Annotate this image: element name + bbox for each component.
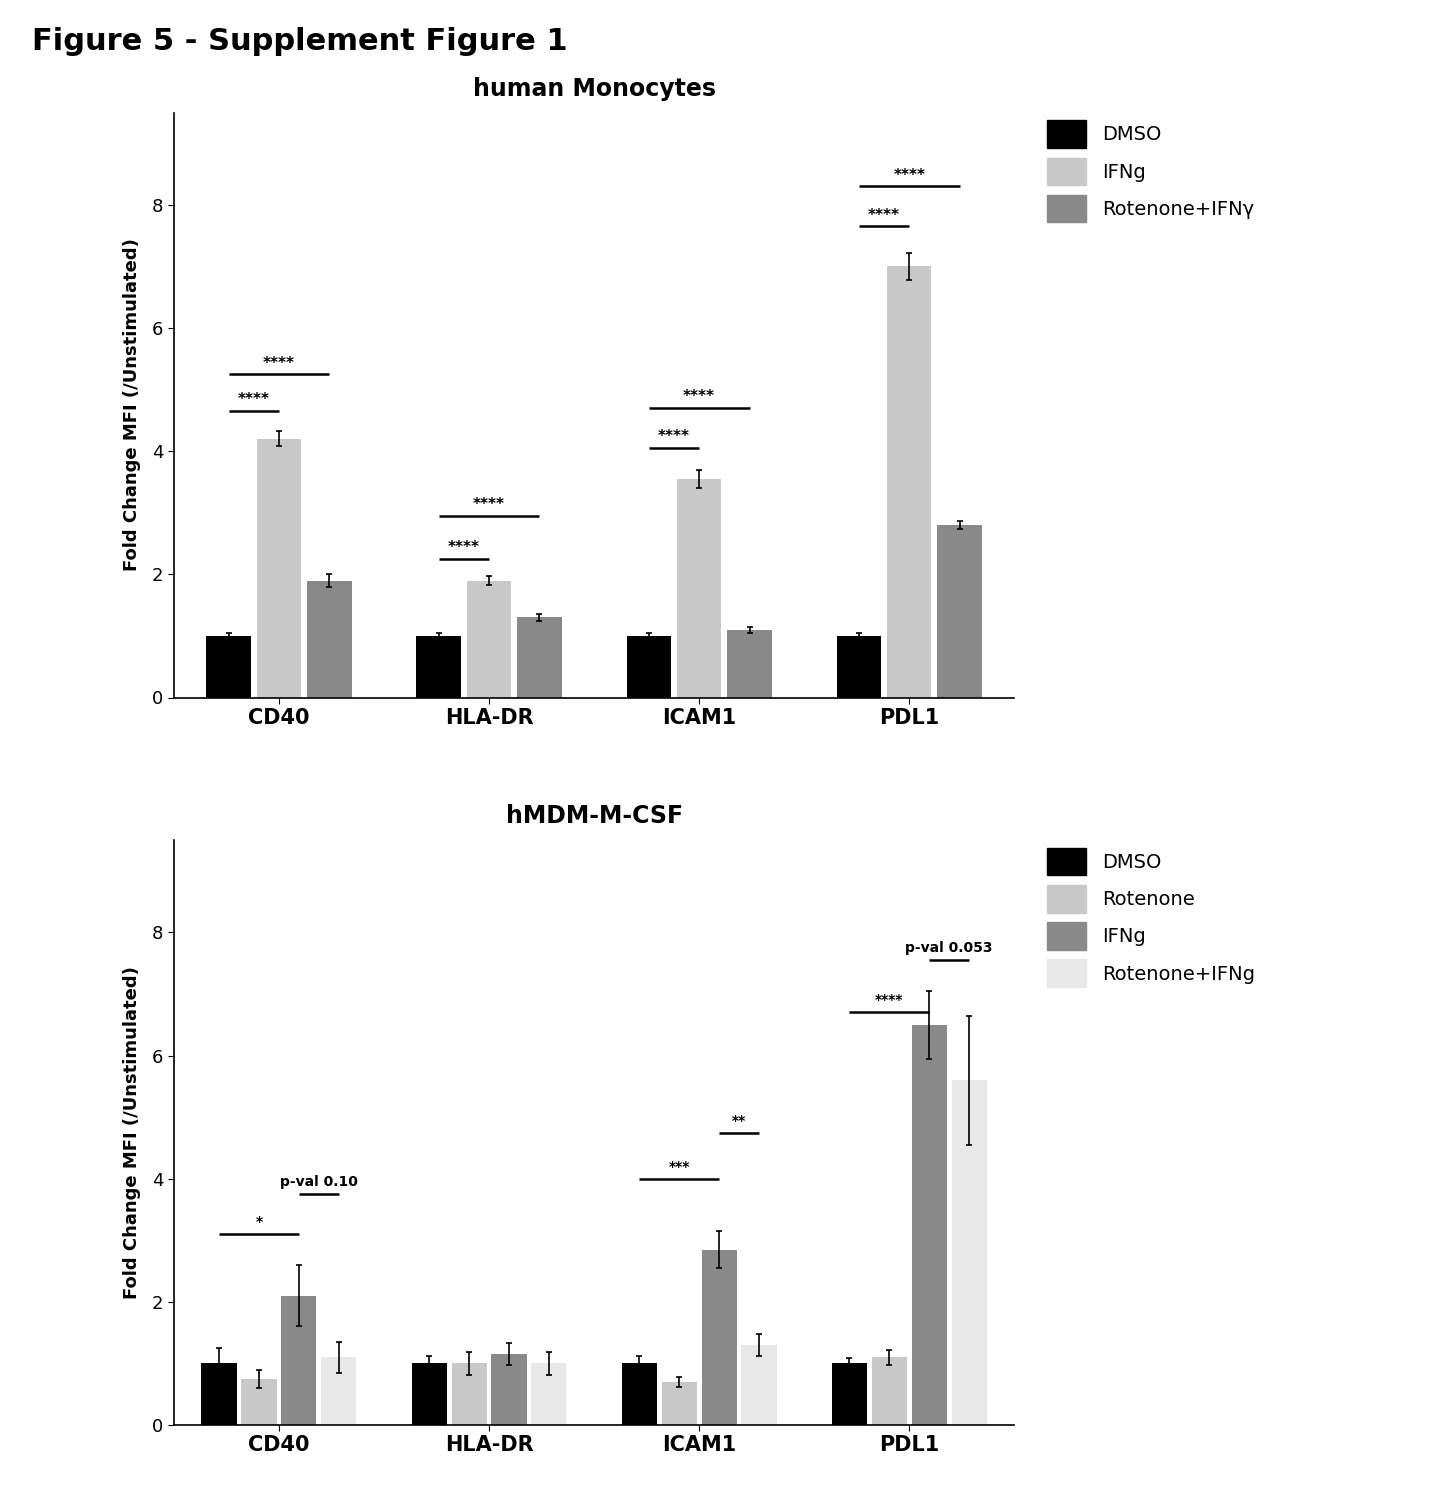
Bar	[532, 1364, 567, 1425]
Title: hMDM-M-CSF: hMDM-M-CSF	[506, 804, 682, 828]
Bar	[662, 1382, 697, 1425]
Bar	[952, 1080, 987, 1425]
Text: ****: ****	[893, 168, 926, 183]
Text: p-val 0.053: p-val 0.053	[906, 940, 993, 956]
Legend: DMSO, IFNg, Rotenone+IFNγ: DMSO, IFNg, Rotenone+IFNγ	[1039, 112, 1262, 230]
Bar	[281, 1296, 316, 1425]
Bar	[307, 580, 352, 698]
Bar	[517, 618, 562, 698]
Y-axis label: Fold Change MFI (/Unstimulated): Fold Change MFI (/Unstimulated)	[123, 238, 141, 572]
Bar	[416, 636, 461, 698]
Title: human Monocytes: human Monocytes	[472, 76, 716, 101]
Text: p-val 0.10: p-val 0.10	[280, 1174, 358, 1190]
Bar	[727, 630, 772, 698]
Bar	[452, 1364, 487, 1425]
Text: ****: ****	[262, 356, 296, 370]
Bar	[938, 525, 982, 698]
Bar	[201, 1364, 236, 1425]
Bar	[677, 478, 722, 698]
Text: **: **	[732, 1113, 746, 1128]
Bar	[412, 1364, 446, 1425]
Bar	[322, 1358, 356, 1425]
Bar	[832, 1364, 867, 1425]
Bar	[742, 1346, 777, 1425]
Text: ****: ****	[238, 393, 270, 408]
Bar	[256, 440, 301, 698]
Bar	[491, 1354, 526, 1425]
Bar	[701, 1250, 736, 1425]
Bar	[872, 1358, 907, 1425]
Legend: DMSO, Rotenone, IFNg, Rotenone+IFNg: DMSO, Rotenone, IFNg, Rotenone+IFNg	[1039, 840, 1262, 995]
Text: ****: ****	[472, 496, 506, 512]
Bar	[622, 1364, 656, 1425]
Bar	[242, 1378, 277, 1425]
Text: ****: ****	[868, 207, 900, 222]
Text: ****: ****	[448, 540, 480, 555]
Text: Figure 5 - Supplement Figure 1: Figure 5 - Supplement Figure 1	[32, 27, 568, 56]
Bar	[887, 267, 932, 698]
Text: ****: ****	[682, 390, 716, 405]
Bar	[467, 580, 511, 698]
Bar	[836, 636, 881, 698]
Text: ****: ****	[875, 993, 904, 1008]
Text: *: *	[255, 1215, 262, 1228]
Text: ***: ***	[668, 1160, 690, 1174]
Text: ****: ****	[658, 429, 690, 444]
Bar	[626, 636, 671, 698]
Bar	[911, 1024, 946, 1425]
Y-axis label: Fold Change MFI (/Unstimulated): Fold Change MFI (/Unstimulated)	[123, 966, 141, 1299]
Bar	[206, 636, 251, 698]
